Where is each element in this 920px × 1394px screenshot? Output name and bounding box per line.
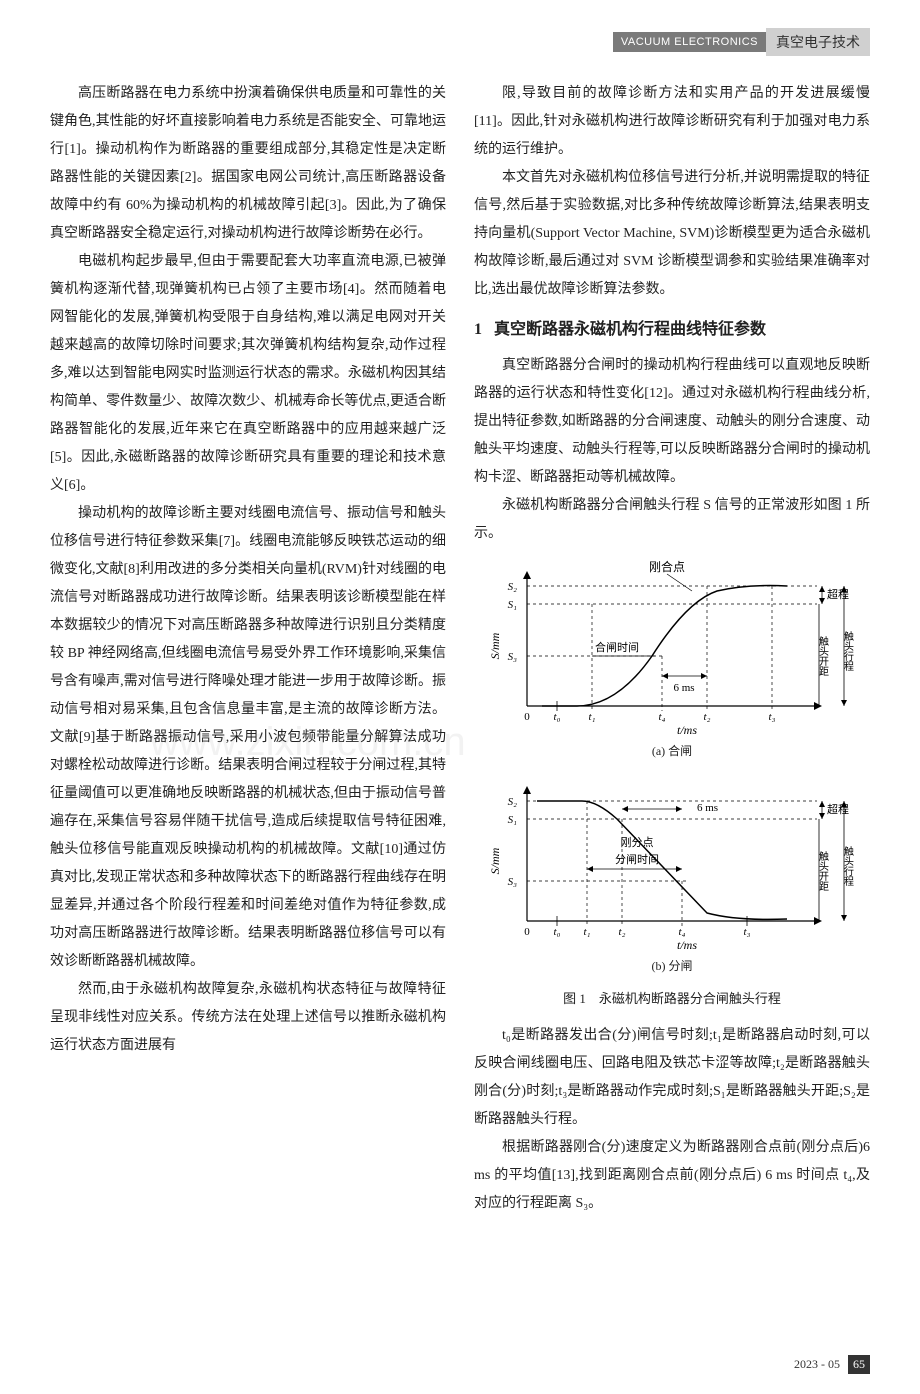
svg-text:t/ms: t/ms: [677, 938, 697, 952]
svg-text:超程: 超程: [827, 802, 849, 816]
right-column: 限,导致目前的故障诊断方法和实用产品的开发进展缓慢[11]。因此,针对永磁机构进…: [474, 80, 870, 1218]
svg-text:0: 0: [524, 926, 530, 938]
svg-text:S₂: S₂: [508, 581, 518, 593]
svg-text:超程: 超程: [827, 587, 849, 601]
subplot-label-a: (a) 合闸: [474, 739, 870, 763]
paragraph: 操动机构的故障诊断主要对线圈电流信号、振动信号和触头位移信号进行特征参数采集[7…: [50, 500, 446, 976]
svg-text:t₀: t₀: [554, 926, 561, 938]
svg-text:6 ms: 6 ms: [697, 802, 718, 814]
svg-text:S₃: S₃: [508, 876, 518, 888]
svg-text:分闸时间: 分闸时间: [615, 853, 659, 866]
journal-name-chinese: 真空电子技术: [766, 28, 870, 56]
paragraph: 高压断路器在电力系统中扮演着确保供电质量和可靠性的关键角色,其性能的好坏直接影响…: [50, 80, 446, 248]
svg-text:S₃: S₃: [508, 651, 518, 663]
section-number: 1: [474, 321, 482, 338]
journal-header: VACUUM ELECTRONICS 真空电子技术: [613, 28, 870, 56]
svg-text:0: 0: [524, 711, 530, 723]
page-footer: 2023 - 05 65: [794, 1355, 870, 1374]
svg-text:6 ms: 6 ms: [673, 682, 694, 694]
paragraph: 真空断路器分合闸时的操动机构行程曲线可以直观地反映断路器的运行状态和特性变化[1…: [474, 352, 870, 492]
journal-name-english: VACUUM ELECTRONICS: [613, 32, 766, 52]
paragraph: 本文首先对永磁机构位移信号进行分析,并说明需提取的特征信号,然后基于实验数据,对…: [474, 164, 870, 304]
svg-text:合闸时间: 合闸时间: [595, 640, 639, 654]
section-heading: 1 真空断路器永磁机构行程曲线特征参数: [474, 314, 870, 346]
svg-text:t/ms: t/ms: [677, 723, 697, 737]
svg-text:t₂: t₂: [704, 711, 711, 723]
chart-closing: 刚合点 6 ms 合闸时间 S₂ S₁ S₃ S/mm 0 t₀ t₁: [487, 556, 857, 741]
paragraph: 电磁机构起步最早,但由于需要配套大功率直流电源,已被弹簧机构逐渐代替,现弹簧机构…: [50, 248, 446, 500]
svg-text:S₁: S₁: [508, 814, 518, 826]
left-column: 高压断路器在电力系统中扮演着确保供电质量和可靠性的关键角色,其性能的好坏直接影响…: [50, 80, 446, 1218]
svg-text:刚分点: 刚分点: [621, 836, 654, 849]
svg-text:t₁: t₁: [589, 711, 596, 723]
svg-text:刚合点: 刚合点: [649, 559, 685, 574]
section-title-text: 真空断路器永磁机构行程曲线特征参数: [494, 321, 766, 338]
subplot-label-b: (b) 分闸: [474, 954, 870, 978]
figure-caption: 图 1 永磁机构断路器分合闸触头行程: [474, 986, 870, 1012]
svg-text:t₄: t₄: [659, 711, 666, 723]
svg-text:t₀: t₀: [554, 711, 561, 723]
paragraph: 永磁机构断路器分合闸触头行程 S 信号的正常波形如图 1 所示。: [474, 492, 870, 548]
content-columns: 高压断路器在电力系统中扮演着确保供电质量和可靠性的关键角色,其性能的好坏直接影响…: [50, 80, 870, 1218]
svg-text:触头开距: 触头开距: [817, 635, 829, 676]
page-number: 65: [848, 1355, 870, 1374]
svg-text:t₄: t₄: [679, 926, 686, 938]
svg-text:t₃: t₃: [744, 926, 751, 938]
svg-text:S₂: S₂: [508, 796, 518, 808]
chart-opening: 6 ms 刚分点 分闸时间 S₂ S₁ S₃ S/mm 0 t₀ t₁ t₂ t…: [487, 771, 857, 956]
figure-1b: 6 ms 刚分点 分闸时间 S₂ S₁ S₃ S/mm 0 t₀ t₁ t₂ t…: [474, 771, 870, 978]
paragraph: 根据断路器刚合(分)速度定义为断路器刚合点前(刚分点后)6 ms 的平均值[13…: [474, 1134, 870, 1218]
paragraph: 然而,由于永磁机构故障复杂,永磁机构状态特征与故障特征呈现非线性对应关系。传统方…: [50, 976, 446, 1060]
svg-text:t₂: t₂: [619, 926, 626, 938]
svg-text:t₃: t₃: [769, 711, 776, 723]
svg-text:S/mm: S/mm: [488, 847, 502, 874]
issue-date: 2023 - 05: [794, 1357, 840, 1372]
paragraph: 限,导致目前的故障诊断方法和实用产品的开发进展缓慢[11]。因此,针对永磁机构进…: [474, 80, 870, 164]
svg-text:S/mm: S/mm: [488, 632, 502, 659]
figure-1a: 刚合点 6 ms 合闸时间 S₂ S₁ S₃ S/mm 0 t₀ t₁: [474, 556, 870, 763]
svg-text:触头开距: 触头开距: [817, 850, 829, 891]
svg-text:触头行程: 触头行程: [842, 630, 854, 671]
svg-text:t₁: t₁: [584, 926, 591, 938]
paragraph: t₀是断路器发出合(分)闸信号时刻;t₁是断路器启动时刻,可以反映合闸线圈电压、…: [474, 1022, 870, 1134]
svg-text:触头行程: 触头行程: [842, 845, 854, 886]
svg-text:S₁: S₁: [508, 599, 518, 611]
